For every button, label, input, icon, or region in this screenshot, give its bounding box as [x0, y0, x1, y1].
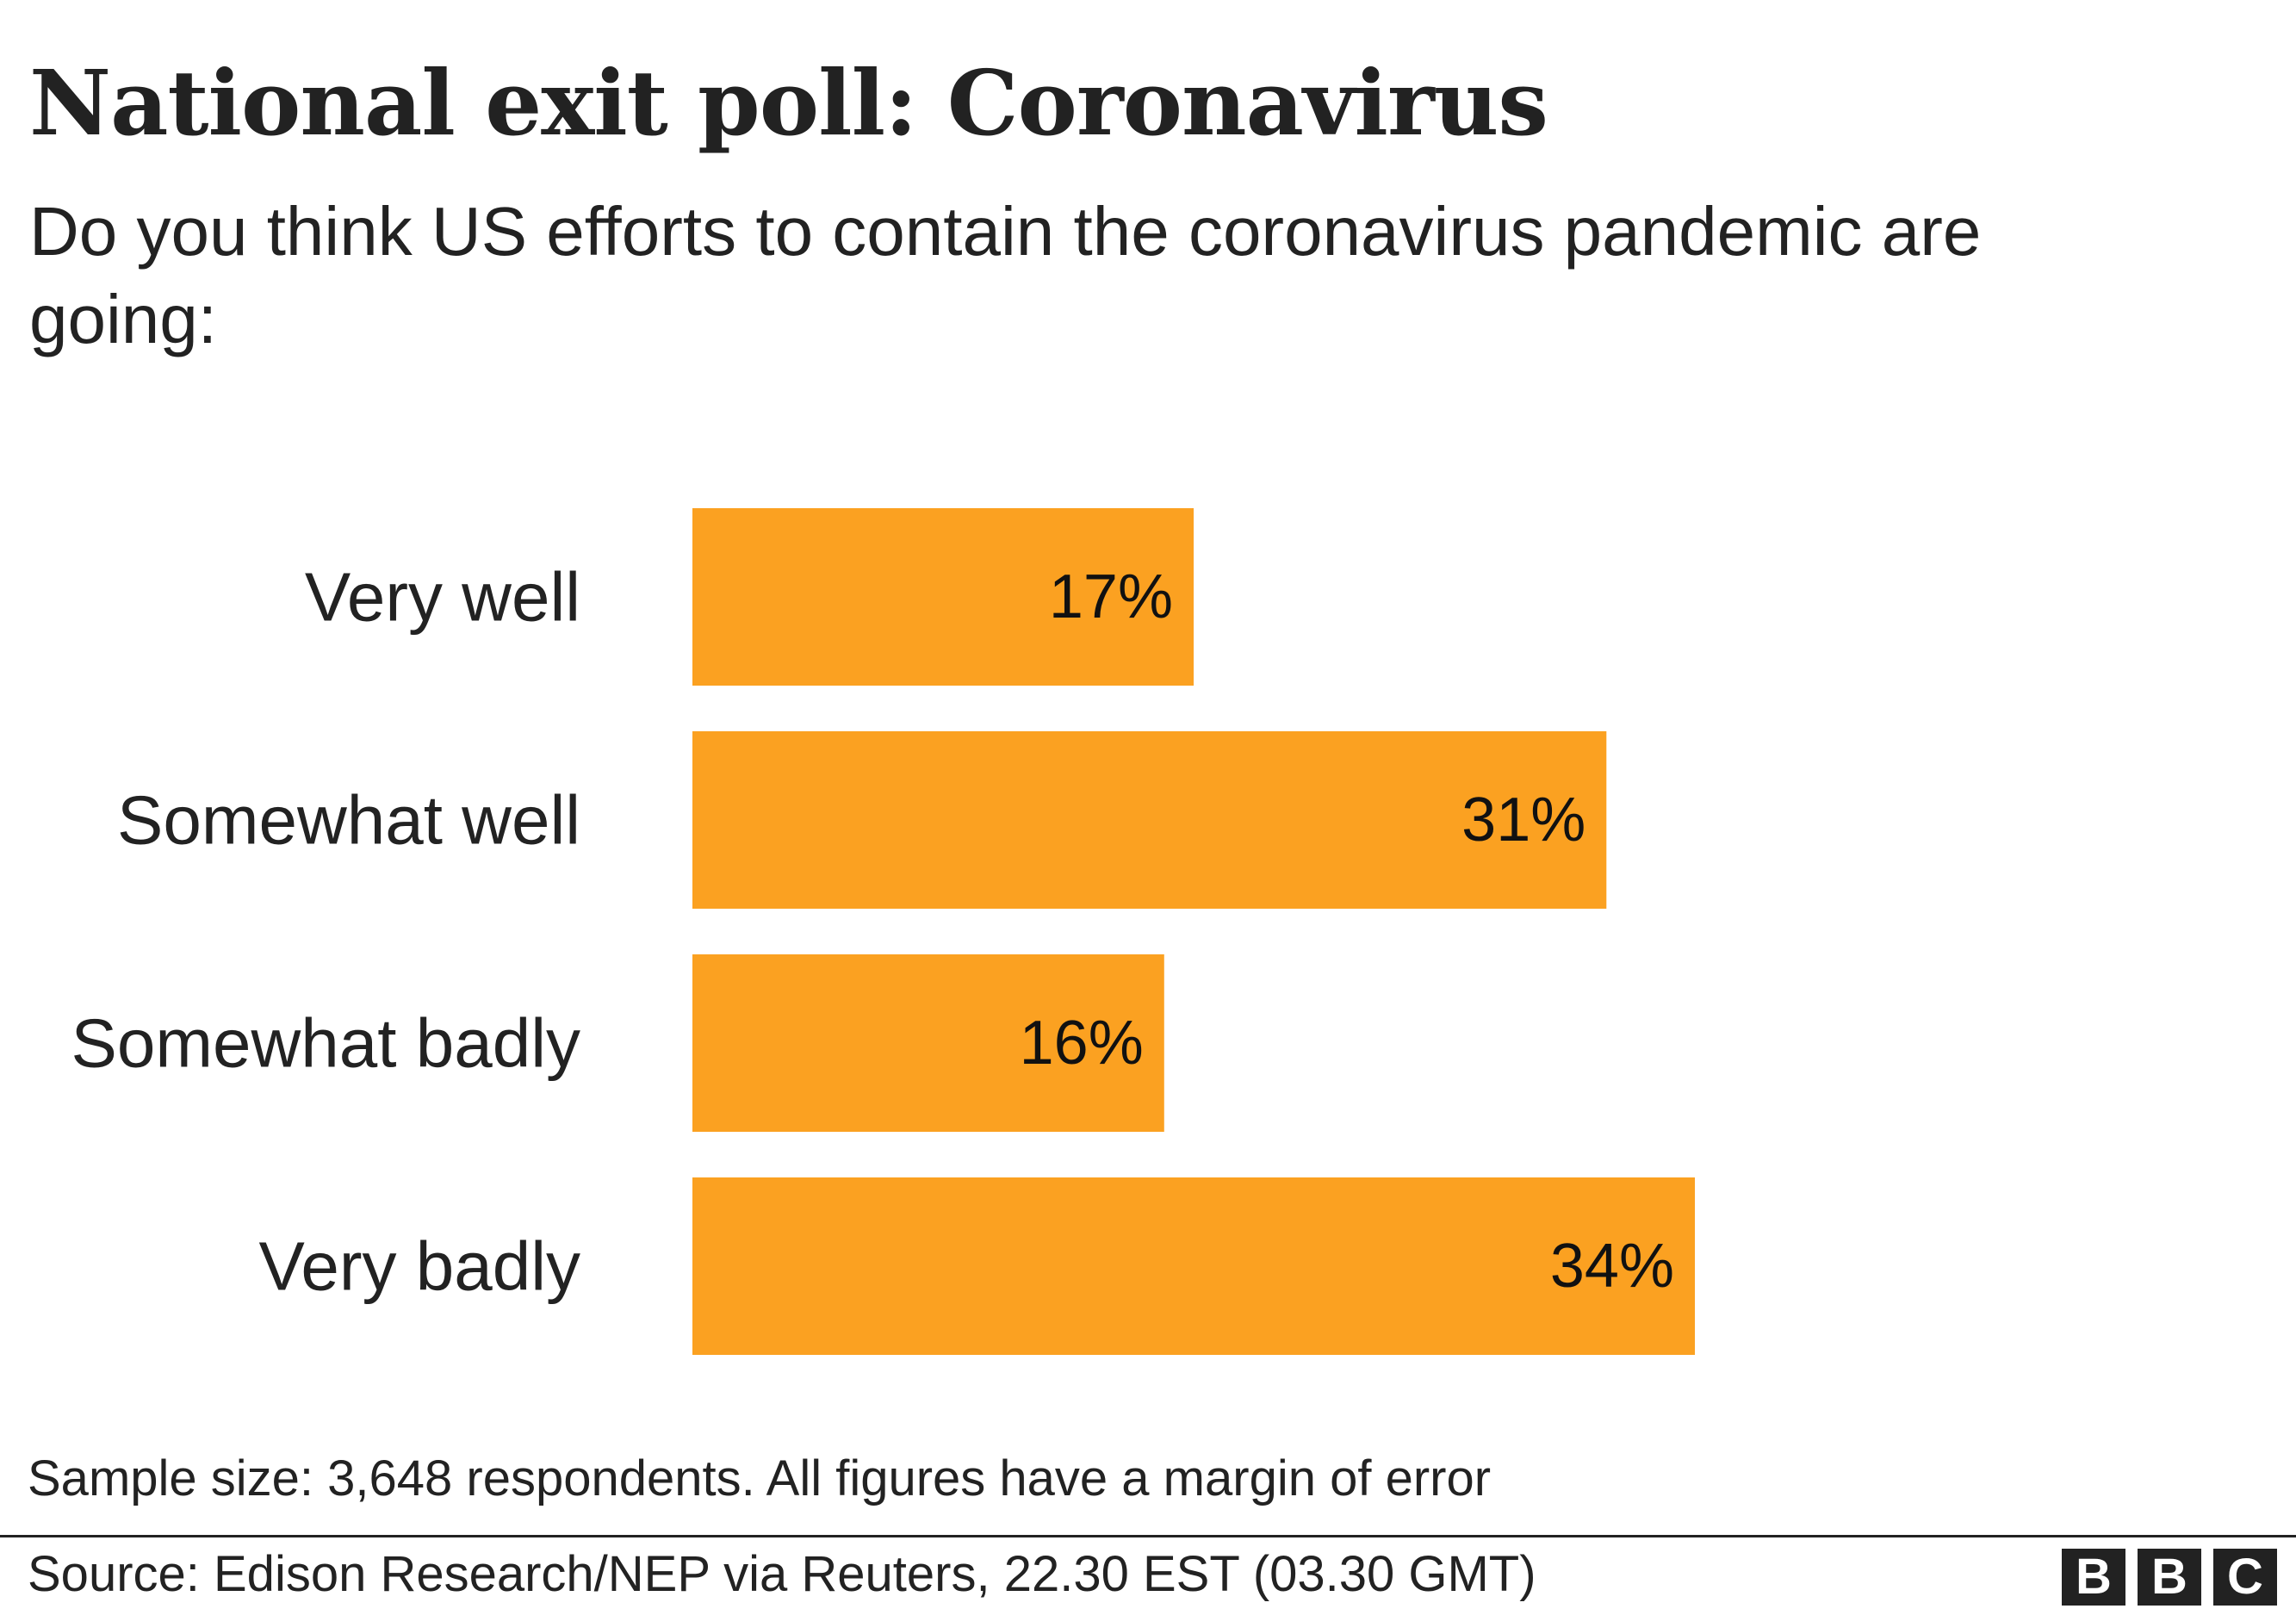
bar-value-label: 17% [1049, 562, 1173, 631]
category-label: Somewhat well [117, 782, 580, 859]
bbc-logo-letter-c: C [2213, 1549, 2277, 1606]
category-label: Very well [305, 559, 580, 636]
bar-chart: Very well 17% Somewhat well 31% Somewhat bad… [71, 508, 1695, 1355]
source-line: Source: Edison Research/NEP via Reuters,… [28, 1546, 1536, 1602]
bar [692, 954, 1164, 1132]
bar [692, 508, 1194, 686]
bar [692, 1177, 1695, 1355]
category-label: Somewhat badly [71, 1005, 580, 1082]
bar-value-label: 31% [1461, 786, 1585, 854]
footer-divider [0, 1535, 2296, 1537]
chart-subtitle: Do you think US efforts to contain the c… [29, 193, 1982, 357]
bbc-logo: B B C [2062, 1549, 2277, 1606]
bbc-logo-letter-b2: B [2138, 1549, 2201, 1606]
bar-value-label: 16% [1020, 1009, 1144, 1078]
bar [692, 731, 1607, 909]
chart-title: National exit poll: Coronavirus [29, 50, 1548, 156]
category-label: Very badly [258, 1228, 580, 1305]
bar-value-label: 34% [1550, 1232, 1674, 1301]
bbc-logo-letter-b1: B [2062, 1549, 2125, 1606]
sample-size-note: Sample size: 3,648 respondents. All figu… [28, 1450, 1492, 1506]
